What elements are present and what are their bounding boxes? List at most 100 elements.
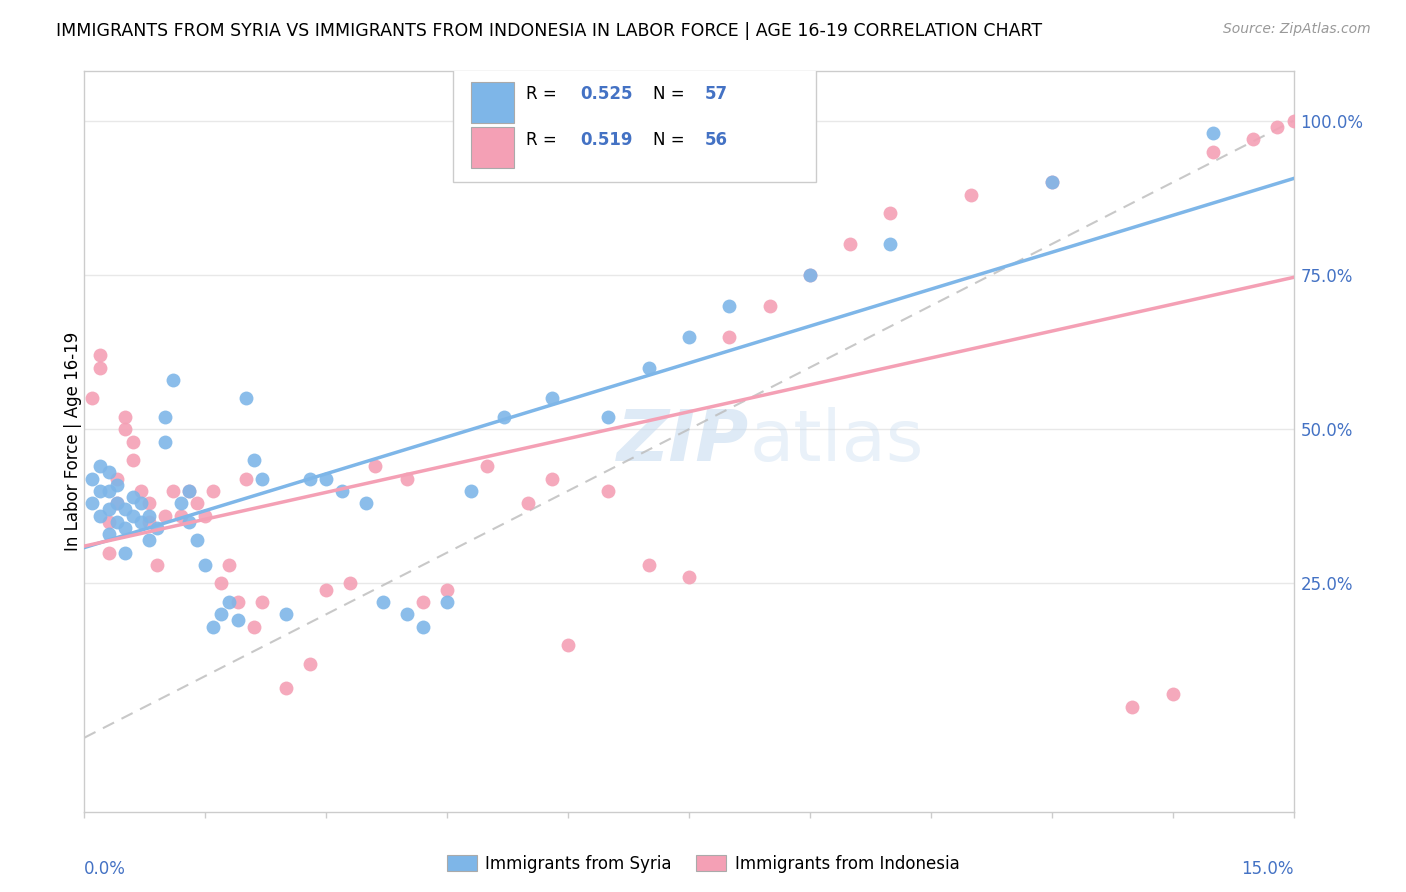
Point bbox=[202, 619, 225, 633]
Point bbox=[170, 496, 193, 510]
Point bbox=[138, 533, 160, 548]
Point bbox=[209, 576, 232, 591]
Point bbox=[718, 299, 741, 313]
Point bbox=[138, 496, 160, 510]
Point bbox=[250, 595, 273, 609]
Point bbox=[637, 558, 659, 572]
Text: 57: 57 bbox=[704, 85, 728, 103]
Point bbox=[146, 521, 169, 535]
Legend: Immigrants from Syria, Immigrants from Indonesia: Immigrants from Syria, Immigrants from I… bbox=[440, 848, 966, 880]
Point bbox=[363, 459, 385, 474]
Point bbox=[138, 515, 160, 529]
Y-axis label: In Labor Force | Age 16-19: In Labor Force | Age 16-19 bbox=[65, 332, 82, 551]
Point bbox=[170, 508, 193, 523]
Point bbox=[436, 582, 458, 597]
Point bbox=[153, 434, 176, 449]
Point bbox=[330, 483, 353, 498]
Point bbox=[121, 508, 143, 523]
Text: 0.525: 0.525 bbox=[581, 85, 633, 103]
Point bbox=[1202, 126, 1225, 140]
Point bbox=[839, 237, 862, 252]
Text: ZIP: ZIP bbox=[617, 407, 749, 476]
Point bbox=[89, 508, 111, 523]
Point bbox=[879, 206, 901, 220]
Point bbox=[186, 533, 208, 548]
Point bbox=[678, 329, 700, 343]
Point bbox=[356, 496, 378, 510]
Point bbox=[758, 299, 780, 313]
Point bbox=[153, 508, 176, 523]
Point bbox=[412, 595, 434, 609]
FancyBboxPatch shape bbox=[471, 82, 513, 123]
Point bbox=[395, 607, 418, 622]
Point bbox=[121, 434, 143, 449]
Point bbox=[89, 459, 111, 474]
Point bbox=[105, 496, 128, 510]
Point bbox=[218, 558, 240, 572]
Point bbox=[114, 409, 136, 424]
Point bbox=[598, 409, 620, 424]
Point bbox=[179, 483, 201, 498]
Point bbox=[82, 471, 104, 485]
Text: 15.0%: 15.0% bbox=[1241, 860, 1294, 878]
Point bbox=[541, 392, 564, 406]
FancyBboxPatch shape bbox=[471, 127, 513, 168]
Point bbox=[1040, 175, 1063, 190]
Point bbox=[477, 459, 499, 474]
Text: IMMIGRANTS FROM SYRIA VS IMMIGRANTS FROM INDONESIA IN LABOR FORCE | AGE 16-19 CO: IMMIGRANTS FROM SYRIA VS IMMIGRANTS FROM… bbox=[56, 22, 1042, 40]
Point bbox=[799, 268, 821, 282]
Point bbox=[274, 607, 297, 622]
Point bbox=[194, 558, 217, 572]
Point bbox=[412, 619, 434, 633]
Text: atlas: atlas bbox=[749, 407, 924, 476]
Point bbox=[121, 490, 143, 504]
Point bbox=[162, 483, 184, 498]
Point bbox=[315, 582, 337, 597]
Point bbox=[1282, 113, 1305, 128]
Point bbox=[718, 329, 741, 343]
Point bbox=[97, 483, 120, 498]
Point bbox=[82, 496, 104, 510]
Point bbox=[82, 392, 104, 406]
Point bbox=[299, 471, 322, 485]
Point bbox=[89, 348, 111, 362]
Point bbox=[1267, 120, 1289, 134]
Point bbox=[339, 576, 361, 591]
Point bbox=[89, 360, 111, 375]
Point bbox=[371, 595, 394, 609]
Point bbox=[218, 595, 240, 609]
Point bbox=[162, 373, 184, 387]
Point bbox=[89, 483, 111, 498]
Point bbox=[557, 638, 579, 652]
Point bbox=[209, 607, 232, 622]
Point bbox=[105, 477, 128, 491]
Point bbox=[235, 392, 257, 406]
Text: N =: N = bbox=[652, 85, 689, 103]
Point bbox=[179, 483, 201, 498]
Point bbox=[960, 187, 983, 202]
Point bbox=[436, 595, 458, 609]
Point bbox=[138, 508, 160, 523]
Point bbox=[242, 619, 264, 633]
Point bbox=[678, 570, 700, 584]
Text: N =: N = bbox=[652, 131, 689, 149]
Point bbox=[395, 471, 418, 485]
Point bbox=[114, 422, 136, 436]
Point bbox=[146, 558, 169, 572]
Point bbox=[179, 515, 201, 529]
Point bbox=[97, 466, 120, 480]
Point bbox=[879, 237, 901, 252]
Point bbox=[516, 496, 538, 510]
Point bbox=[202, 483, 225, 498]
Point bbox=[492, 409, 515, 424]
Point bbox=[186, 496, 208, 510]
Point bbox=[153, 409, 176, 424]
Point bbox=[1161, 688, 1184, 702]
FancyBboxPatch shape bbox=[453, 68, 815, 183]
Point bbox=[250, 471, 273, 485]
Text: 0.0%: 0.0% bbox=[84, 860, 127, 878]
Point bbox=[105, 515, 128, 529]
Point bbox=[242, 453, 264, 467]
Point bbox=[97, 527, 120, 541]
Text: 56: 56 bbox=[704, 131, 728, 149]
